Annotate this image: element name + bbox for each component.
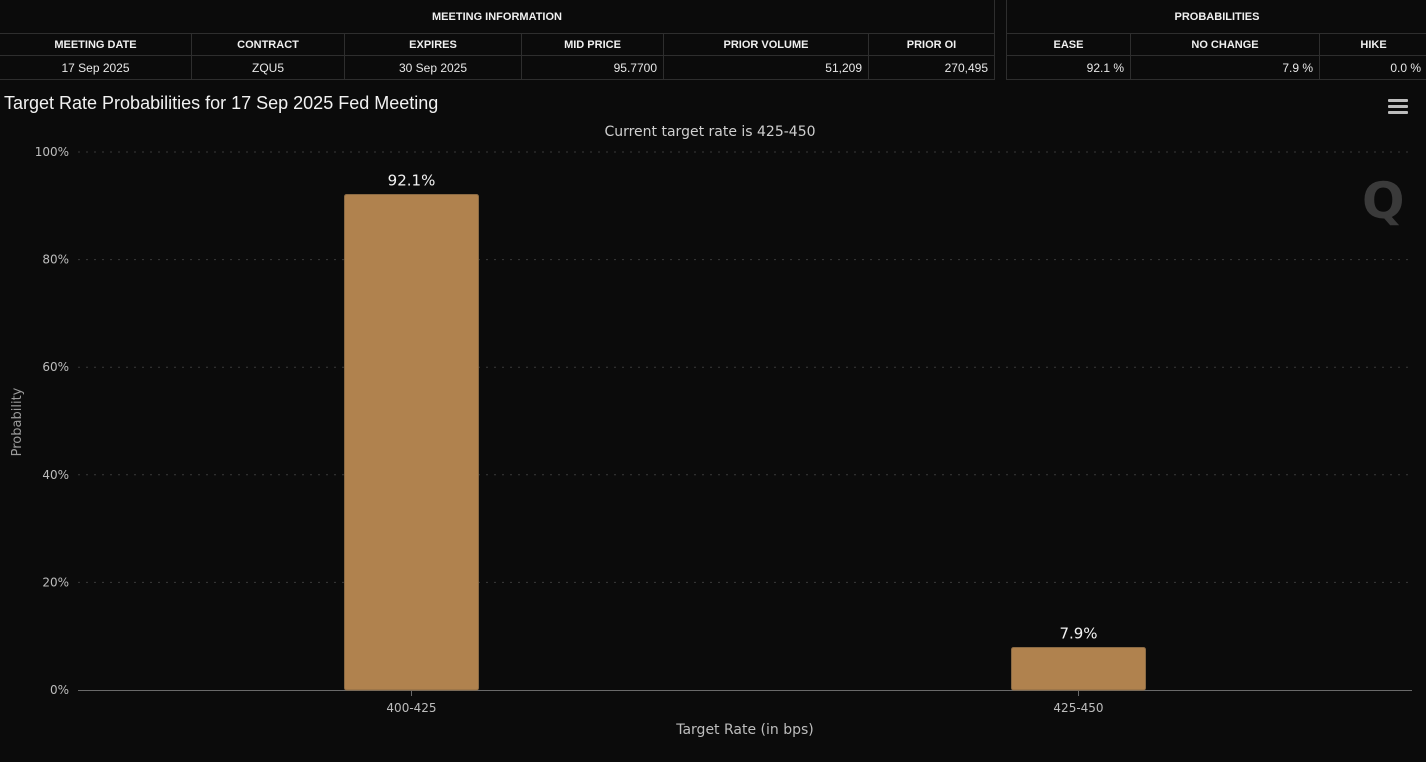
bar-400-425[interactable] [344, 194, 479, 691]
hamburger-menu-icon[interactable] [1388, 99, 1408, 115]
expires-header: EXPIRES [344, 33, 522, 56]
ease-value: 92.1 % [1006, 55, 1131, 80]
prior-volume-value: 51,209 [663, 55, 869, 80]
prior-oi-header: PRIOR OI [868, 33, 995, 56]
no-change-value: 7.9 % [1130, 55, 1320, 80]
meeting-date-header: MEETING DATE [0, 33, 192, 56]
data-label-400-425: 92.1% [388, 172, 436, 190]
meeting-date-value: 17 Sep 2025 [0, 55, 192, 80]
x-tick-label-400-425: 400-425 [386, 701, 436, 715]
hike-value: 0.0 % [1318, 55, 1426, 80]
chart-title: Target Rate Probabilities for 17 Sep 202… [4, 93, 439, 113]
bar-chart: 0% 20% 40% 60% 80% 100% 92.1% 400-425 7.9% 425-45… [10, 124, 1412, 738]
ease-header: EASE [1006, 33, 1131, 56]
mid-price-value: 95.7700 [521, 55, 664, 80]
y-axis-title: Probability [10, 387, 25, 456]
chart-subtitle: Current target rate is 425-450 [604, 124, 815, 140]
x-axis-title: Target Rate (in bps) [675, 722, 814, 738]
y-tick-label: 0% [50, 683, 69, 697]
y-tick-label: 20% [42, 575, 69, 589]
bar-425-450[interactable] [1011, 646, 1146, 691]
no-change-header: NO CHANGE [1130, 33, 1320, 56]
data-label-425-450: 7.9% [1059, 624, 1097, 642]
watermark-logo: Q [1362, 172, 1405, 230]
expires-value: 30 Sep 2025 [344, 55, 522, 80]
prior-volume-header: PRIOR VOLUME [663, 33, 869, 56]
contract-value: ZQU5 [191, 55, 345, 80]
contract-header: CONTRACT [191, 33, 345, 56]
y-tick-label: 40% [42, 468, 69, 482]
hike-header: HIKE [1318, 33, 1426, 56]
prior-oi-value: 270,495 [868, 55, 995, 80]
meeting-information-header: MEETING INFORMATION [0, 0, 995, 34]
probabilities-table: PROBABILITIES EASE NO CHANGE HIKE 92.1 %… [1005, 0, 1426, 80]
y-tick-label: 80% [42, 253, 69, 267]
probabilities-header: PROBABILITIES [1005, 0, 1426, 34]
y-tick-label: 60% [42, 360, 69, 374]
mid-price-header: MID PRICE [521, 33, 664, 56]
y-tick-label: 100% [35, 145, 69, 159]
x-tick-label-425-450: 425-450 [1053, 701, 1103, 715]
meeting-information-table: MEETING INFORMATION MEETING DATE CONTRAC… [0, 0, 995, 80]
